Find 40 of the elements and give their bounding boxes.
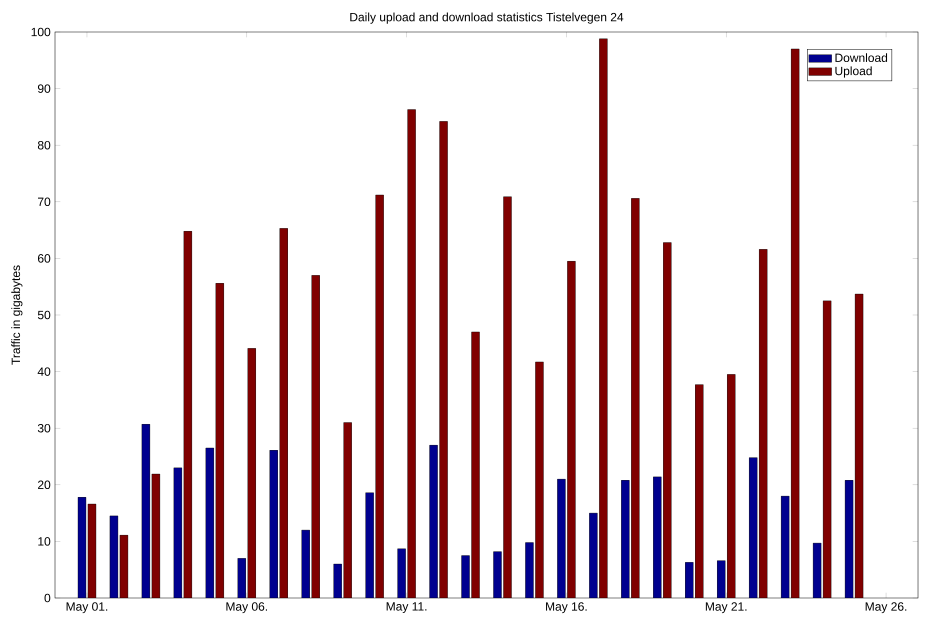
- bar: [152, 474, 160, 598]
- y-tick-label: 10: [38, 537, 50, 546]
- y-tick-label: 20: [38, 480, 50, 490]
- x-tick-label: May 06.: [226, 602, 268, 614]
- bar: [599, 38, 608, 598]
- bar: [567, 261, 576, 598]
- bar: [248, 348, 256, 598]
- legend-label: Download: [835, 53, 888, 62]
- y-tick-label: 0: [44, 594, 50, 602]
- bar: [790, 48, 800, 598]
- bar: [663, 242, 672, 598]
- y-tick-label: 80: [38, 140, 50, 150]
- bar: [695, 384, 704, 598]
- y-tick-label: 90: [38, 84, 50, 93]
- y-tick-label: 100: [32, 28, 50, 36]
- bar: [216, 283, 224, 598]
- bar: [822, 300, 832, 598]
- bar: [631, 198, 640, 598]
- x-tick-label: May 11.: [386, 602, 426, 614]
- bar: [184, 231, 192, 598]
- bar: [758, 249, 768, 598]
- chart-title: Daily upload and download statistics Tistelvegen 24: [350, 12, 624, 24]
- x-tick-label: May 26.: [866, 602, 906, 614]
- y-tick-label: 50: [38, 310, 50, 320]
- x-tick-label: May 01.: [66, 602, 108, 614]
- y-axis-title: Traffic in gigabytes: [11, 265, 22, 365]
- bar: [407, 109, 416, 598]
- bar: [375, 194, 384, 598]
- bar: [727, 374, 736, 598]
- x-tick-label: May 21.: [706, 602, 746, 614]
- legend-label: Upload: [835, 66, 872, 78]
- bar: [343, 422, 352, 598]
- y-tick-label: 60: [38, 254, 50, 263]
- y-tick-label: 70: [38, 198, 50, 206]
- bar: [854, 294, 864, 598]
- x-tick-label: May 16.: [546, 602, 587, 614]
- y-tick-label: 30: [38, 424, 50, 432]
- bar: [312, 275, 320, 598]
- bar: [280, 228, 288, 598]
- y-tick-label: 40: [38, 367, 50, 376]
